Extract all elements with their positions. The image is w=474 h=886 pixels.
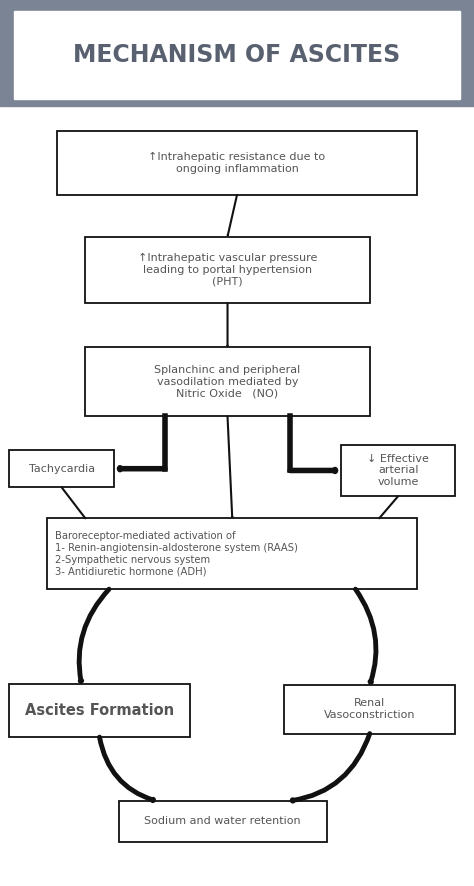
Text: ↓ Effective
arterial
volume: ↓ Effective arterial volume	[367, 454, 429, 487]
FancyBboxPatch shape	[85, 237, 370, 303]
Text: Sodium and water retention: Sodium and water retention	[145, 816, 301, 827]
Text: Tachycardia: Tachycardia	[28, 463, 95, 474]
FancyBboxPatch shape	[284, 685, 455, 734]
FancyBboxPatch shape	[14, 11, 460, 99]
FancyBboxPatch shape	[85, 347, 370, 416]
FancyBboxPatch shape	[57, 131, 417, 195]
Text: Splanchinc and peripheral
vasodilation mediated by
Nitric Oxide   (NO): Splanchinc and peripheral vasodilation m…	[155, 365, 301, 399]
FancyBboxPatch shape	[9, 684, 190, 737]
FancyBboxPatch shape	[0, 0, 474, 106]
FancyBboxPatch shape	[341, 445, 455, 496]
Text: Baroreceptor-mediated activation of
1- Renin-angiotensin-aldosterone system (RAA: Baroreceptor-mediated activation of 1- R…	[55, 532, 297, 576]
Text: Renal
Vasoconstriction: Renal Vasoconstriction	[324, 698, 416, 720]
Text: MECHANISM OF ASCITES: MECHANISM OF ASCITES	[73, 43, 401, 67]
FancyBboxPatch shape	[47, 518, 417, 589]
FancyBboxPatch shape	[118, 801, 327, 842]
Text: ↑Intrahepatic resistance due to
ongoing inflammation: ↑Intrahepatic resistance due to ongoing …	[148, 152, 326, 174]
FancyBboxPatch shape	[9, 450, 114, 487]
Text: ↑Intrahepatic vascular pressure
leading to portal hypertension
(PHT): ↑Intrahepatic vascular pressure leading …	[138, 253, 317, 286]
Text: Ascites Formation: Ascites Formation	[25, 703, 174, 718]
